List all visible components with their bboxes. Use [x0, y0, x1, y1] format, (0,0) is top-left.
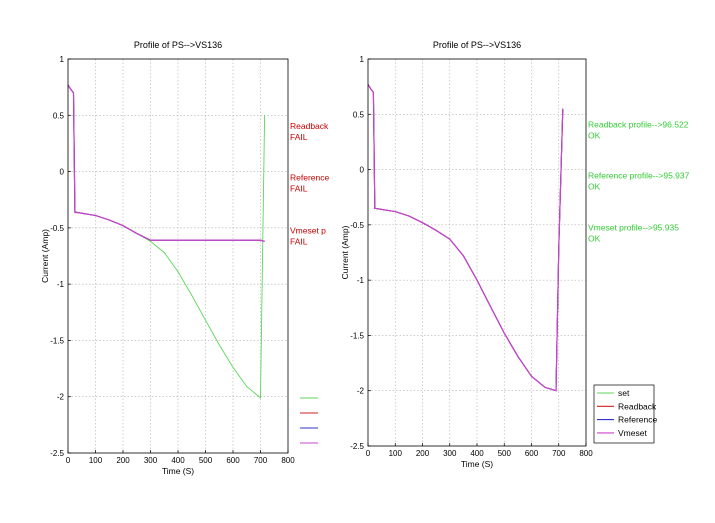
x-tick-label: 400	[171, 456, 185, 465]
series-line-1	[67, 84, 266, 399]
status-note-3-line-2: FAIL	[290, 236, 308, 246]
x-tick-label: 700	[254, 456, 268, 465]
status-note-2-line-2: FAIL	[290, 184, 308, 194]
y-tick-label: 1	[360, 55, 365, 64]
status-note-3-line-1: Vmeset profile-->95.935	[588, 222, 679, 232]
x-tick-label: 800	[281, 456, 295, 465]
status-note-1-line-1: Readback	[290, 121, 329, 131]
status-note-1-line-2: OK	[588, 131, 601, 141]
series-line-4	[67, 84, 265, 242]
x-tick-label: 400	[470, 449, 484, 458]
status-note-2-line-1: Reference	[290, 173, 329, 183]
y-tick-label: -1.5	[350, 331, 364, 340]
x-tick-label: 700	[552, 449, 566, 458]
status-note-2-line-2: OK	[588, 181, 601, 191]
x-tick-label: 600	[226, 456, 240, 465]
y-tick-label: -1	[57, 280, 65, 289]
status-note-3-line-1: Vmeset p	[290, 225, 326, 235]
y-axis-label: Current (Amp)	[40, 229, 50, 283]
x-tick-label: 500	[199, 456, 213, 465]
series-line-2	[67, 84, 265, 242]
chart-title: Profile of PS-->VS136	[433, 40, 521, 50]
y-tick-label: 0.5	[353, 110, 365, 119]
x-tick-label: 300	[144, 456, 158, 465]
x-axis-label: Time (S)	[162, 466, 194, 476]
series-line-3	[67, 84, 265, 242]
x-tick-label: 0	[366, 449, 371, 458]
y-tick-label: 0.5	[53, 111, 65, 120]
y-tick-label: -1	[357, 276, 365, 285]
y-tick-label: -2	[57, 393, 65, 402]
x-tick-label: 100	[389, 449, 403, 458]
series-line-reference	[367, 84, 564, 392]
y-tick-label: 1	[60, 55, 65, 64]
status-note-1-line-2: FAIL	[290, 132, 308, 142]
legend-label-readback: Readback	[618, 401, 657, 411]
chart-1: 0 100 200 300 400 500 600 700 800 1 0.5 0 -0.5 -1 -1.5…	[40, 40, 329, 476]
y-tick-label: -0.5	[50, 224, 64, 233]
series-line-set	[367, 84, 564, 392]
chart-2: 0 100 200 300 400 500 600 700 800 1 0.5 0 -0.5 -1 -1.5…	[340, 40, 690, 469]
x-tick-label: 100	[89, 456, 103, 465]
y-tick-label: -0.5	[350, 221, 364, 230]
series-line-readback	[367, 84, 564, 392]
y-tick-label: -2.5	[350, 442, 364, 451]
y-tick-label: 0	[360, 166, 365, 175]
x-tick-label: 200	[116, 456, 130, 465]
status-note-2-line-1: Reference profile-->95.937	[588, 170, 690, 180]
x-tick-label: 800	[579, 449, 593, 458]
status-note-1-line-1: Readback profile-->96.522	[588, 120, 689, 130]
legend-label-reference: Reference	[618, 415, 657, 425]
series-line-vmeset	[367, 84, 564, 392]
y-tick-label: -1.5	[50, 336, 64, 345]
legend-label-vmeset: Vmeset	[618, 428, 647, 438]
y-tick-label: -2.5	[50, 449, 64, 458]
x-tick-label: 200	[416, 449, 430, 458]
x-tick-label: 600	[525, 449, 539, 458]
y-tick-label: 0	[60, 168, 65, 177]
x-tick-label: 0	[66, 456, 71, 465]
y-tick-label: -2	[357, 387, 365, 396]
y-axis-label: Current (Amp)	[340, 225, 350, 279]
status-note-3-line-2: OK	[588, 233, 601, 243]
x-axis-label: Time (S)	[461, 459, 493, 469]
legend-label-set: set	[618, 388, 630, 398]
chart-title: Profile of PS-->VS136	[134, 40, 222, 50]
x-tick-label: 300	[443, 449, 457, 458]
x-tick-label: 500	[498, 449, 512, 458]
